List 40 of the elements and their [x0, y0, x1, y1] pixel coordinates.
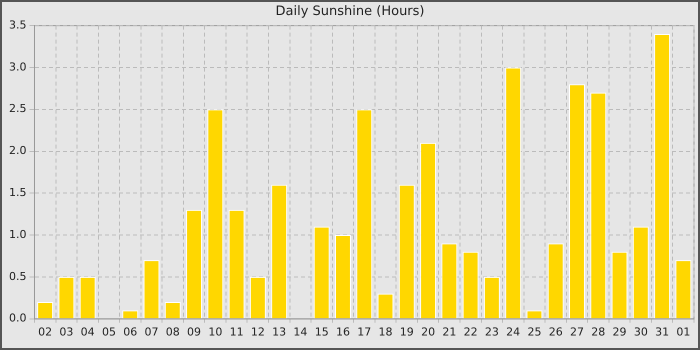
x-tick-label: 01	[676, 325, 690, 338]
x-tick-label: 02	[38, 325, 52, 338]
x-tick-label: 14	[293, 325, 308, 338]
y-tick-label: 3.0	[8, 60, 26, 74]
y-tick-label: 0.5	[8, 270, 26, 283]
x-tick-label: 19	[400, 325, 414, 338]
x-tick-label: 31	[655, 325, 670, 338]
x-tick-label: 17	[357, 325, 372, 338]
x-tick-label: 28	[591, 325, 606, 338]
x-tick-label: 05	[102, 325, 116, 338]
x-tick-label: 24	[506, 325, 520, 338]
x-tick-label: 30	[634, 325, 648, 338]
x-tick-label: 10	[208, 325, 222, 338]
y-tick-label: 0.0	[8, 312, 26, 325]
x-tick-label: 04	[80, 325, 95, 338]
y-tick-label: 2.0	[8, 144, 26, 158]
x-tick-label: 29	[612, 325, 627, 338]
x-tick-label: 08	[166, 325, 180, 338]
x-tick-label: 12	[250, 325, 265, 338]
x-tick-label: 03	[59, 325, 74, 338]
y-tick-label: 1.5	[8, 186, 26, 199]
x-tick-label: 06	[123, 325, 138, 338]
chart-title: Daily Sunshine (Hours)	[276, 4, 424, 20]
x-tick-label: 21	[442, 325, 456, 338]
x-tick-label: 11	[230, 325, 244, 338]
x-tick-label: 15	[314, 325, 329, 338]
y-tick-label: 3.5	[8, 18, 26, 32]
x-tick-label: 09	[187, 325, 202, 338]
x-tick-label: 23	[484, 325, 499, 338]
x-tick-label: 16	[336, 325, 350, 338]
x-tick-label: 20	[421, 325, 436, 338]
x-tick-label: 26	[548, 325, 563, 338]
x-tick-label: 07	[144, 325, 159, 338]
y-tick-label: 1.0	[8, 228, 26, 241]
x-tick-label: 27	[570, 325, 584, 338]
y-tick-label: 2.5	[8, 102, 26, 116]
x-tick-label: 13	[272, 325, 286, 338]
x-tick-label: 18	[378, 325, 393, 338]
x-tick-label: 25	[527, 325, 542, 338]
x-tick-label: 22	[464, 325, 478, 338]
